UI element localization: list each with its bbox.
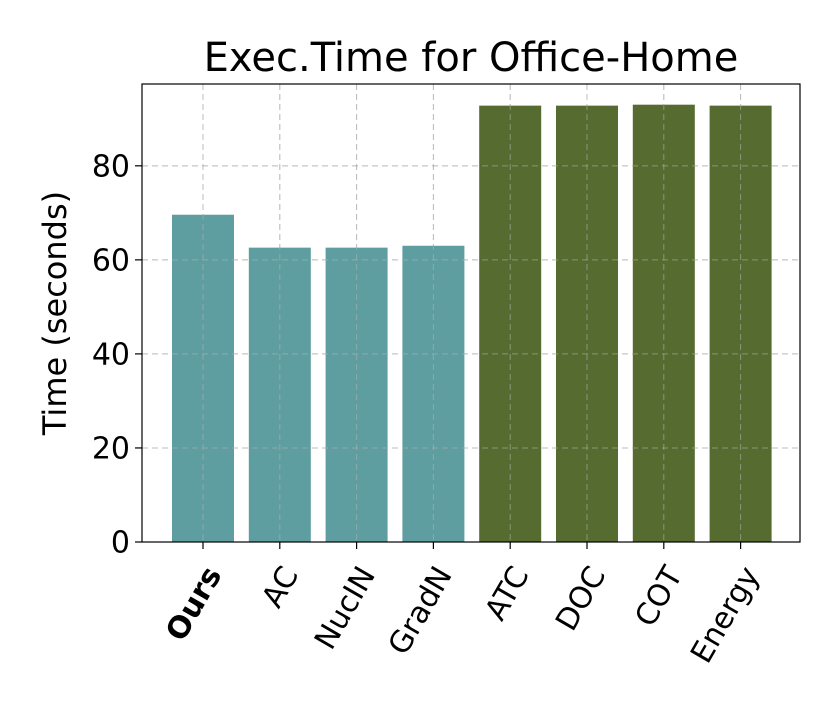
y-tick-label: 80 [92, 149, 130, 184]
plot-frame [141, 83, 801, 543]
y-tick-label: 0 [111, 526, 130, 561]
chart-title: Exec.Time for Office-Home [204, 35, 739, 81]
y-tick-label: 60 [92, 243, 130, 278]
y-axis-label: Time (seconds) [36, 191, 74, 436]
y-tick-label: 40 [92, 337, 130, 372]
y-tick-label: 20 [92, 431, 130, 466]
